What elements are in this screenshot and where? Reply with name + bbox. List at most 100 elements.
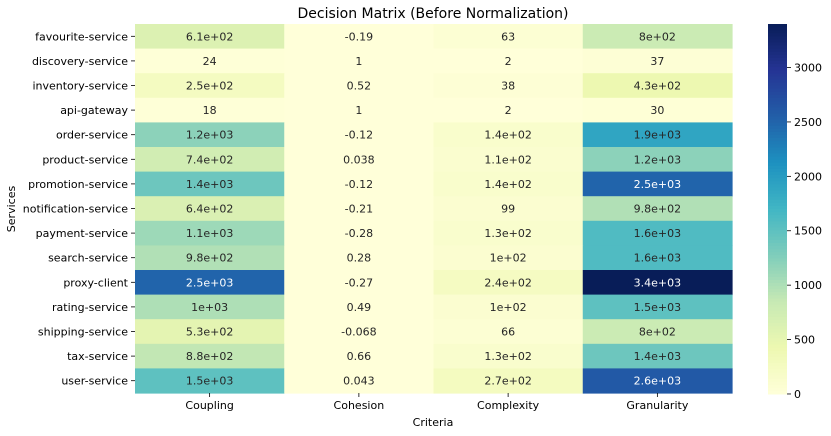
- heatmap-cell: [433, 196, 584, 222]
- heatmap-cell: [284, 220, 435, 246]
- colorbar-segment: [768, 255, 787, 259]
- colorbar-segment: [768, 332, 787, 336]
- colorbar-segment: [768, 82, 787, 87]
- heatmap-cell: [433, 245, 584, 271]
- colorbar-segment: [768, 184, 787, 188]
- cell-annotation: 1.1e+02: [484, 153, 531, 166]
- colorbar-segment: [768, 153, 787, 158]
- colorbar-segment: [768, 61, 787, 65]
- colorbar-segment: [768, 51, 787, 56]
- heatmap-cell: [284, 245, 435, 271]
- colorbar-segment: [768, 48, 787, 53]
- colorbar-segment: [768, 381, 787, 386]
- colorbar-segment: [768, 30, 787, 34]
- heatmap-cell: [284, 319, 435, 345]
- colorbar-segment: [768, 119, 787, 124]
- colorbar-segment: [768, 128, 787, 133]
- heatmap-cell: [582, 220, 733, 246]
- heatmap-cell: [284, 97, 435, 123]
- colorbar-segment: [768, 360, 787, 364]
- heatmap-cell: [433, 122, 584, 148]
- y-tick-label: discovery-service: [32, 55, 128, 68]
- colorbar-segment: [768, 88, 787, 93]
- colorbar-segment: [768, 276, 787, 281]
- cell-annotation: 1.4e+03: [186, 178, 233, 191]
- heatmap-cell: [135, 147, 285, 173]
- colorbar-segment: [768, 85, 787, 90]
- colorbar-segment: [768, 353, 787, 358]
- cell-annotation: 30: [650, 104, 664, 117]
- cell-annotation: 2.5e+03: [634, 178, 681, 191]
- cell-annotation: -0.12: [345, 129, 373, 142]
- cell-annotation: 9.8e+02: [634, 203, 681, 216]
- colorbar-segment: [768, 98, 787, 102]
- colorbar-segment: [768, 363, 787, 367]
- heatmap-cell: [284, 171, 435, 197]
- colorbar-segment: [768, 329, 787, 333]
- colorbar-segment: [768, 378, 787, 383]
- heatmap-cell: [433, 368, 584, 394]
- colorbar-segment: [768, 196, 787, 201]
- heatmap-cell: [284, 122, 435, 148]
- cell-annotation: 2.5e+03: [186, 276, 233, 289]
- y-tick-labels: favourite-service discovery-service invent…: [23, 30, 135, 388]
- colorbar-segment: [768, 372, 787, 376]
- cell-annotation: 2.6e+03: [634, 375, 681, 388]
- cell-annotation: 1: [355, 55, 362, 68]
- heatmap-cell: [433, 270, 584, 296]
- colorbar-segment: [768, 286, 787, 290]
- colorbar-tick-label: 1000: [794, 279, 822, 292]
- chart-title: Decision Matrix (Before Normalization): [297, 6, 568, 22]
- heatmap-cell: [284, 196, 435, 222]
- colorbar-segment: [768, 125, 787, 130]
- y-tick-label: rating-service: [52, 301, 128, 314]
- colorbar-segment: [768, 390, 787, 395]
- colorbar-segment: [768, 350, 787, 355]
- x-tick-labels: Coupling Cohesion Complexity Granularity: [185, 393, 689, 412]
- heatmap-cell: [582, 245, 733, 271]
- cell-annotation: 6.4e+02: [186, 203, 233, 216]
- heatmap-cell: [135, 122, 285, 148]
- colorbar-segment: [768, 135, 787, 139]
- cell-annotation: 8e+02: [639, 326, 676, 339]
- colorbar-segment: [768, 110, 787, 114]
- y-tick-label: order-service: [56, 129, 128, 142]
- colorbar-tick-label: 500: [794, 334, 815, 347]
- colorbar-tick-label: 1500: [794, 225, 822, 238]
- cell-annotation: 1.4e+02: [484, 129, 531, 142]
- heatmap-cell: [135, 319, 285, 345]
- cell-annotation: 9.8e+02: [186, 252, 233, 265]
- cell-annotation: 1.4e+02: [484, 178, 531, 191]
- colorbar-segment: [768, 199, 787, 204]
- colorbar-segment: [768, 273, 787, 278]
- y-tick-label: favourite-service: [35, 30, 128, 43]
- colorbar-segment: [768, 246, 787, 250]
- colorbar-segment: [768, 221, 787, 225]
- y-tick-label: api-gateway: [60, 104, 128, 117]
- y-tick-label: proxy-client: [63, 276, 128, 289]
- x-tick-label: Complexity: [477, 399, 540, 412]
- colorbar-segment: [768, 205, 787, 210]
- cell-annotation: 1: [355, 104, 362, 117]
- cell-annotation: 0.49: [347, 301, 372, 314]
- heatmap-cell: [582, 147, 733, 173]
- heatmap-cell: [582, 73, 733, 99]
- heatmap-cell: [582, 368, 733, 394]
- cell-annotation: 1.9e+03: [634, 129, 681, 142]
- colorbar-segment: [768, 202, 787, 207]
- cell-annotation: 8e+02: [639, 30, 676, 43]
- y-tick-label: tax-service: [67, 350, 128, 363]
- y-tick-label: promotion-service: [28, 178, 128, 191]
- colorbar-segment: [768, 147, 787, 151]
- cell-annotation: 1.3e+02: [484, 227, 531, 240]
- cell-annotation: 2: [505, 55, 512, 68]
- colorbar-segment: [768, 301, 787, 306]
- heatmap-cell: [582, 319, 733, 345]
- colorbar-segment: [768, 279, 787, 284]
- colorbar-segment: [768, 215, 787, 219]
- cell-annotation: 6.1e+02: [186, 30, 233, 43]
- colorbar-segment: [768, 292, 787, 296]
- y-tick-label: payment-service: [36, 227, 129, 240]
- cell-annotation: -0.12: [345, 178, 373, 191]
- colorbar-segment: [768, 212, 787, 216]
